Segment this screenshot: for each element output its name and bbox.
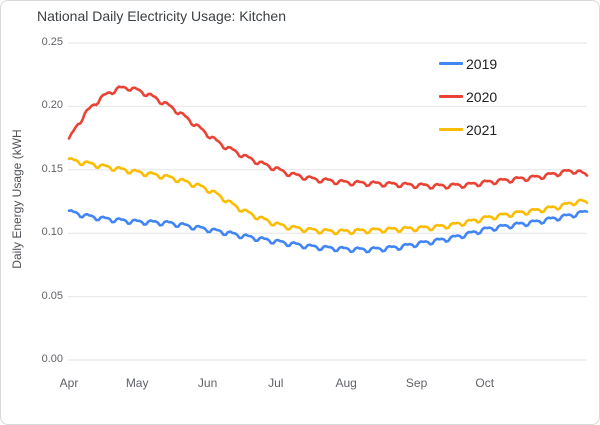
y-tick-label: 0.15 (41, 162, 63, 175)
x-tick-label-aug: Aug (335, 376, 357, 390)
x-tick-label-jul: Jul (268, 376, 284, 390)
y-tick-label: 0.25 (41, 36, 63, 48)
series-line-2019 (67, 209, 589, 254)
legend-entry-2020: 2020 (433, 80, 593, 113)
series-line-2021 (67, 157, 589, 236)
series-line-2020 (67, 85, 589, 190)
x-tick-label-may: May (125, 376, 149, 390)
y-tick-label: 0.05 (41, 289, 63, 302)
legend-line-icon (439, 128, 463, 131)
y-tick-label: 0.20 (41, 99, 63, 112)
x-tick-label-sep: Sep (405, 376, 428, 390)
legend-entry-2019: 2019 (433, 47, 593, 80)
x-tick-label-jun: Jun (197, 376, 218, 390)
y-tick-label: 0.00 (41, 353, 63, 365)
chart-title: National Daily Electricity Usage: Kitche… (37, 8, 286, 24)
x-tick-label-apr: Apr (59, 376, 79, 390)
x-tick-label-oct: Oct (475, 376, 495, 390)
legend: 2019 2020 2021 (433, 47, 593, 146)
legend-label: 2020 (466, 88, 498, 105)
legend-line-icon (439, 62, 463, 65)
legend-line-icon (439, 95, 463, 98)
legend-label: 2019 (466, 55, 498, 72)
y-tick-label: 0.10 (41, 226, 63, 239)
legend-entry-2021: 2021 (433, 113, 593, 146)
legend-label: 2021 (466, 121, 498, 138)
